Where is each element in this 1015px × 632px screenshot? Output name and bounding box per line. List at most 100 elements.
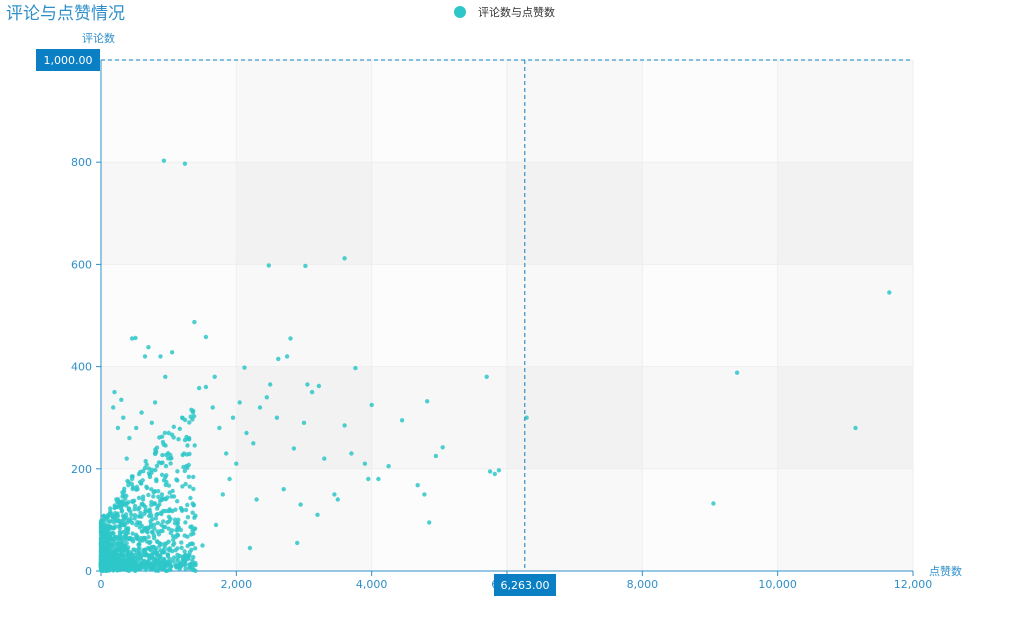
scatter-point[interactable]: [122, 486, 127, 491]
scatter-point[interactable]: [138, 510, 143, 516]
legend[interactable]: 评论数与点赞数: [454, 5, 555, 19]
scatter-point[interactable]: [131, 539, 136, 544]
scatter-point[interactable]: [268, 382, 273, 387]
scatter-point[interactable]: [175, 521, 180, 526]
scatter-point[interactable]: [143, 508, 148, 513]
scatter-point[interactable]: [141, 469, 146, 474]
scatter-point[interactable]: [190, 563, 195, 568]
scatter-point[interactable]: [422, 492, 427, 497]
scatter-point[interactable]: [128, 558, 133, 564]
scatter-point[interactable]: [191, 474, 196, 480]
scatter-point[interactable]: [119, 397, 124, 402]
scatter-point[interactable]: [170, 549, 175, 554]
scatter-point[interactable]: [156, 489, 161, 494]
scatter-point[interactable]: [182, 161, 188, 166]
scatter-point[interactable]: [179, 540, 184, 545]
scatter-point[interactable]: [149, 502, 154, 508]
scatter-point[interactable]: [230, 415, 236, 420]
scatter-point[interactable]: [213, 522, 219, 528]
scatter-point[interactable]: [138, 481, 144, 486]
scatter-point[interactable]: [186, 435, 192, 441]
scatter-point[interactable]: [107, 556, 113, 561]
scatter-point[interactable]: [150, 517, 155, 522]
scatter-point[interactable]: [242, 365, 247, 370]
scatter-point[interactable]: [163, 463, 169, 469]
scatter-point[interactable]: [244, 430, 249, 436]
scatter-point[interactable]: [158, 548, 163, 553]
scatter-point[interactable]: [172, 517, 178, 522]
scatter-point[interactable]: [127, 435, 132, 441]
scatter-point[interactable]: [487, 469, 493, 474]
scatter-point[interactable]: [99, 518, 104, 523]
scatter-point[interactable]: [162, 496, 167, 501]
scatter-point[interactable]: [161, 158, 167, 163]
scatter-point[interactable]: [159, 511, 164, 517]
scatter-point[interactable]: [166, 514, 172, 519]
scatter-point[interactable]: [190, 558, 195, 563]
scatter-point[interactable]: [152, 489, 158, 494]
scatter-point[interactable]: [122, 553, 127, 558]
scatter-point[interactable]: [125, 526, 131, 531]
scatter-point[interactable]: [130, 555, 135, 561]
scatter-point[interactable]: [276, 356, 281, 362]
scatter-point[interactable]: [147, 562, 153, 567]
scatter-point[interactable]: [131, 498, 137, 503]
scatter-point[interactable]: [155, 560, 161, 565]
scatter-point[interactable]: [137, 525, 142, 530]
scatter-point[interactable]: [186, 474, 191, 479]
scatter-point[interactable]: [349, 451, 354, 456]
scatter-point[interactable]: [134, 425, 139, 431]
scatter-point[interactable]: [124, 541, 129, 546]
scatter-point[interactable]: [103, 526, 108, 531]
scatter-point[interactable]: [171, 424, 176, 429]
scatter-point[interactable]: [140, 497, 146, 502]
scatter-point[interactable]: [427, 520, 432, 525]
scatter-point[interactable]: [115, 425, 121, 431]
scatter-point[interactable]: [298, 502, 303, 507]
scatter-point[interactable]: [281, 487, 286, 492]
scatter-point[interactable]: [132, 516, 137, 521]
scatter-point[interactable]: [190, 510, 195, 515]
scatter-point[interactable]: [131, 562, 136, 568]
scatter-point[interactable]: [200, 543, 205, 548]
scatter-point[interactable]: [129, 336, 135, 341]
scatter-point[interactable]: [169, 350, 175, 355]
scatter-point[interactable]: [362, 461, 368, 466]
scatter-point[interactable]: [122, 563, 128, 568]
scatter-point[interactable]: [180, 415, 185, 420]
scatter-point[interactable]: [342, 256, 347, 261]
scatter-point[interactable]: [353, 365, 358, 371]
scatter-point[interactable]: [162, 430, 168, 436]
scatter-point[interactable]: [107, 519, 112, 524]
scatter-point[interactable]: [366, 476, 371, 482]
scatter-point[interactable]: [99, 537, 104, 542]
scatter-point[interactable]: [155, 529, 160, 534]
scatter-point[interactable]: [171, 537, 176, 542]
scatter-point[interactable]: [118, 521, 124, 527]
scatter-point[interactable]: [146, 345, 151, 350]
scatter-point[interactable]: [124, 493, 129, 498]
scatter-point[interactable]: [237, 400, 242, 405]
scatter-point[interactable]: [132, 513, 138, 518]
scatter-point[interactable]: [164, 452, 169, 458]
scatter-point[interactable]: [168, 452, 173, 458]
scatter-point[interactable]: [169, 432, 175, 437]
scatter-point[interactable]: [144, 565, 149, 571]
scatter-point[interactable]: [108, 532, 113, 538]
scatter-point[interactable]: [113, 504, 118, 510]
scatter-point[interactable]: [190, 410, 196, 415]
scatter-point[interactable]: [115, 541, 120, 546]
scatter-point[interactable]: [159, 472, 165, 477]
scatter-point[interactable]: [99, 552, 104, 557]
scatter-point[interactable]: [157, 541, 163, 546]
scatter-point[interactable]: [99, 533, 104, 538]
scatter-point[interactable]: [342, 423, 347, 428]
scatter-point[interactable]: [183, 566, 188, 571]
scatter-point[interactable]: [176, 525, 181, 530]
scatter-point[interactable]: [121, 502, 126, 507]
scatter-point[interactable]: [103, 558, 109, 564]
scatter-point[interactable]: [110, 555, 116, 560]
scatter-point[interactable]: [152, 522, 157, 527]
scatter-point[interactable]: [203, 384, 209, 390]
scatter-point[interactable]: [149, 529, 155, 535]
